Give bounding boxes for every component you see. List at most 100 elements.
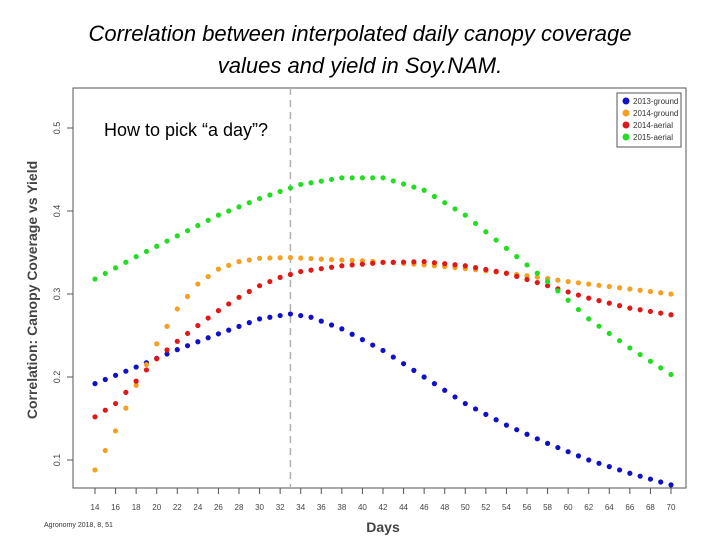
point-2015-aerial-day-63 <box>596 323 602 329</box>
point-2013-ground-day-68 <box>647 476 654 482</box>
point-2013-ground-day-24 <box>195 339 201 345</box>
point-2013-ground-day-54 <box>503 422 510 428</box>
point-2015-aerial-day-49 <box>452 206 458 212</box>
point-2015-aerial-day-58 <box>544 278 551 285</box>
point-2013-ground-day-48 <box>442 387 448 393</box>
point-2014-aerial-day-20 <box>154 356 160 362</box>
point-2013-ground-day-30 <box>256 316 263 322</box>
point-2014-aerial-day-67 <box>637 307 643 313</box>
point-2015-aerial-day-35 <box>308 180 314 186</box>
point-2015-aerial-day-70 <box>668 371 674 378</box>
legend-marker-2014-aerial <box>622 121 630 129</box>
how-to-pick-annotation: How to pick “a day”? <box>104 120 269 140</box>
point-2014-aerial-day-50 <box>462 263 468 269</box>
point-2013-ground-day-26 <box>215 331 222 337</box>
point-2015-aerial-day-25 <box>205 217 211 223</box>
point-2013-ground-day-28 <box>236 323 242 329</box>
point-2013-ground-day-67 <box>637 473 643 479</box>
x-tick-label-34: 34 <box>296 503 305 512</box>
x-tick-label-14: 14 <box>91 503 100 512</box>
point-2014-ground-day-33 <box>287 254 294 261</box>
point-2013-ground-day-66 <box>627 470 633 476</box>
x-tick-label-42: 42 <box>379 503 388 512</box>
point-2015-aerial-day-62 <box>586 316 592 322</box>
point-2014-ground-day-57 <box>534 274 540 280</box>
point-2015-aerial-day-18 <box>133 254 139 260</box>
point-2013-ground-day-56 <box>524 431 530 437</box>
point-2014-ground-day-29 <box>246 257 252 263</box>
x-tick-label-54: 54 <box>502 503 511 512</box>
point-2015-aerial-day-15 <box>102 270 108 277</box>
point-2014-ground-day-22 <box>174 306 180 312</box>
x-tick-label-36: 36 <box>317 503 326 512</box>
legend-marker-2014-ground <box>622 109 630 117</box>
point-2015-aerial-day-48 <box>442 200 448 206</box>
point-2014-ground-day-62 <box>586 281 592 287</box>
slide-title-line-1: Correlation between interpolated daily c… <box>88 21 632 46</box>
point-2013-ground-day-55 <box>514 427 520 433</box>
point-2013-ground-day-60 <box>565 449 571 455</box>
point-2015-aerial-day-68 <box>647 358 654 364</box>
point-2014-aerial-day-52 <box>483 266 489 273</box>
point-2014-aerial-day-61 <box>575 292 582 298</box>
y-tick-label-3: 0.4 <box>52 205 62 218</box>
point-2014-ground-day-65 <box>616 285 623 291</box>
point-2014-aerial-day-27 <box>226 301 232 307</box>
point-2015-aerial-day-16 <box>112 265 119 271</box>
point-2014-ground-day-56 <box>524 273 530 279</box>
point-2014-aerial-day-40 <box>359 261 366 267</box>
point-2014-aerial-day-18 <box>133 378 139 384</box>
point-2013-ground-day-25 <box>205 335 211 341</box>
point-2015-aerial-day-44 <box>400 181 407 187</box>
point-2014-aerial-day-48 <box>442 261 448 267</box>
point-2013-ground-day-15 <box>102 376 108 383</box>
point-2013-ground-day-36 <box>318 318 324 324</box>
point-2015-aerial-day-53 <box>493 237 499 243</box>
point-2014-aerial-day-65 <box>616 303 623 309</box>
point-2014-ground-day-20 <box>154 341 160 347</box>
point-2014-aerial-day-35 <box>308 267 314 273</box>
point-2014-ground-day-25 <box>205 273 211 280</box>
x-tick-label-38: 38 <box>337 503 346 512</box>
point-2014-aerial-day-31 <box>267 278 273 285</box>
point-2014-aerial-day-64 <box>606 300 612 306</box>
x-tick-label-52: 52 <box>481 503 490 512</box>
point-2014-aerial-day-21 <box>164 347 170 353</box>
point-2014-aerial-day-37 <box>328 264 335 270</box>
point-2013-ground-day-49 <box>452 394 458 400</box>
point-2014-ground-day-35 <box>308 255 314 262</box>
point-2013-ground-day-46 <box>421 374 427 380</box>
point-2014-ground-day-70 <box>668 291 674 297</box>
x-tick-label-40: 40 <box>358 503 367 512</box>
point-2014-ground-day-31 <box>267 255 273 261</box>
point-2014-ground-day-23 <box>184 293 191 300</box>
point-2015-aerial-day-20 <box>154 243 160 249</box>
point-2014-ground-day-30 <box>256 255 263 261</box>
y-tick-label-4: 0.5 <box>52 122 62 135</box>
point-2014-aerial-day-38 <box>339 263 345 269</box>
point-2013-ground-day-63 <box>596 460 602 466</box>
point-2015-aerial-day-34 <box>298 181 304 188</box>
point-2014-aerial-day-29 <box>246 288 252 295</box>
point-2014-aerial-day-22 <box>174 338 180 344</box>
point-2013-ground-day-35 <box>308 314 314 320</box>
x-tick-label-26: 26 <box>214 503 223 512</box>
point-2015-aerial-day-50 <box>462 212 468 218</box>
point-2013-ground-day-58 <box>544 440 551 446</box>
point-2014-ground-day-28 <box>236 259 242 265</box>
x-tick-label-48: 48 <box>440 503 449 512</box>
point-2015-aerial-day-66 <box>627 345 633 351</box>
point-2014-ground-day-60 <box>565 278 571 285</box>
point-2014-aerial-day-28 <box>236 294 242 300</box>
slide-title: Correlation between interpolated daily c… <box>0 18 720 82</box>
point-2015-aerial-day-27 <box>226 208 232 214</box>
point-2014-ground-day-34 <box>298 255 304 261</box>
point-2013-ground-day-64 <box>606 464 612 470</box>
point-2015-aerial-day-19 <box>143 248 150 255</box>
y-tick-label-1: 0.2 <box>52 371 62 384</box>
point-2013-ground-day-17 <box>123 368 129 374</box>
point-2015-aerial-day-55 <box>514 254 520 260</box>
point-2015-aerial-day-43 <box>390 178 396 184</box>
point-2014-aerial-day-25 <box>205 315 211 321</box>
point-2015-aerial-day-39 <box>349 175 355 181</box>
